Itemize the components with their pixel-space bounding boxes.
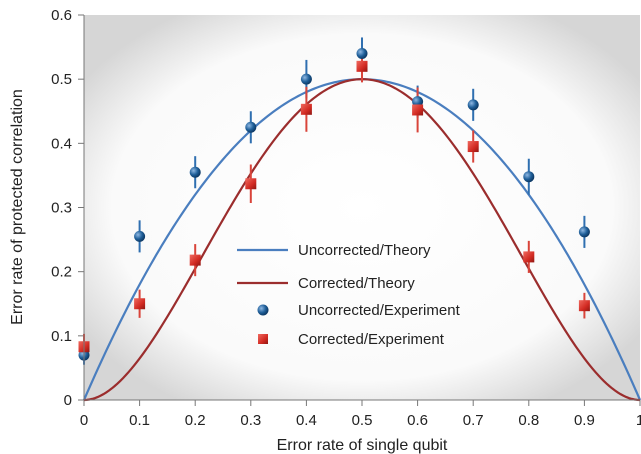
y-tick-label: 0.2	[51, 264, 72, 281]
corrected-experiment-point	[356, 60, 368, 72]
uncorrected-experiment-point	[356, 48, 368, 59]
corrected-experiment-point	[412, 104, 424, 116]
corrected-experiment-point	[300, 103, 312, 115]
legend: Uncorrected/Theory Corrected/Theory Unco…	[237, 242, 461, 348]
y-axis-title: Error rate of protected correlation	[9, 89, 26, 325]
legend-label-uncorrected-theory: Uncorrected/Theory	[298, 242, 431, 259]
uncorrected-experiment-point	[523, 171, 535, 183]
x-tick-label: 0.2	[185, 412, 206, 429]
corrected-experiment-point	[523, 251, 535, 263]
corrected-experiment-point	[245, 178, 257, 190]
corrected-experiment-point	[578, 300, 590, 312]
uncorrected-experiment-point	[134, 230, 146, 242]
x-axis-ticks: 0 0.1 0.2 0.3 0.4 0.5 0.6 0.7 0.8 0.9 1	[80, 400, 641, 429]
x-tick-label: 0.7	[463, 412, 484, 429]
y-axis-ticks: 0 0.1 0.2 0.3 0.4 0.5 0.6	[51, 7, 84, 409]
y-tick-label: 0.3	[51, 200, 72, 217]
x-tick-label: 0	[80, 412, 88, 429]
x-tick-label: 0.6	[407, 412, 428, 429]
y-tick-label: 0.1	[51, 328, 72, 345]
x-tick-label: 0.1	[129, 412, 150, 429]
x-tick-label: 0.9	[574, 412, 595, 429]
x-tick-label: 1	[636, 412, 641, 429]
corrected-experiment-point	[467, 141, 479, 153]
corrected-experiment-point	[134, 298, 146, 310]
uncorrected-experiment-point	[467, 99, 479, 111]
y-tick-label: 0	[64, 392, 72, 409]
legend-marker-corrected-experiment	[258, 334, 268, 344]
x-tick-label: 0.8	[518, 412, 539, 429]
x-axis-title: Error rate of single qubit	[277, 437, 448, 454]
legend-label-uncorrected-experiment: Uncorrected/Experiment	[298, 302, 461, 319]
x-tick-label: 0.3	[240, 412, 261, 429]
y-tick-label: 0.6	[51, 7, 72, 24]
legend-label-corrected-experiment: Corrected/Experiment	[298, 331, 445, 348]
uncorrected-experiment-point	[300, 73, 312, 85]
y-tick-label: 0.4	[51, 135, 72, 152]
uncorrected-experiment-point	[412, 96, 424, 108]
uncorrected-experiment-point	[189, 166, 201, 178]
corrected-experiment-point	[189, 254, 201, 266]
uncorrected-experiment-point	[245, 121, 257, 133]
x-tick-label: 0.5	[352, 412, 373, 429]
uncorrected-experiment-point	[578, 226, 590, 238]
legend-label-corrected-theory: Corrected/Theory	[298, 275, 415, 292]
legend-marker-uncorrected-experiment	[257, 304, 269, 316]
x-tick-label: 0.4	[296, 412, 317, 429]
y-tick-label: 0.5	[51, 71, 72, 88]
